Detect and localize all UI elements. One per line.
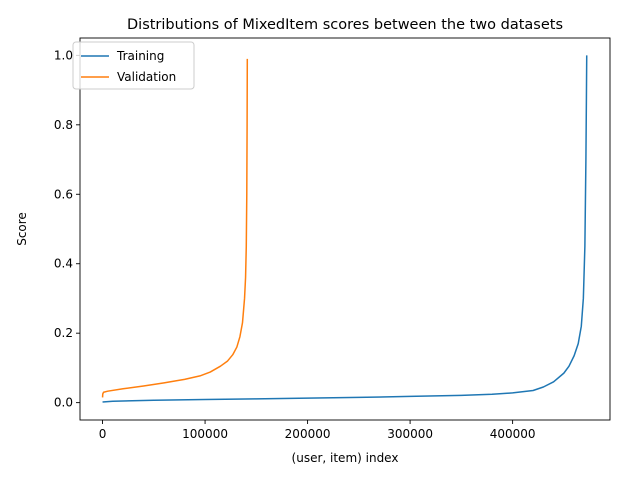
x-axis: 0 100000 200000 300000 400000 xyxy=(99,420,536,441)
legend: Training Validation xyxy=(72,41,195,90)
chart-title: Distributions of MixedItem scores betwee… xyxy=(127,17,563,33)
legend-label-training: Training xyxy=(116,49,164,63)
series-layer xyxy=(101,55,588,403)
y-tick-label: 0.8 xyxy=(54,118,73,132)
y-axis-title: Score xyxy=(15,212,29,246)
x-tick-label: 400000 xyxy=(490,427,536,441)
x-tick-label: 100000 xyxy=(182,427,228,441)
series-line-training xyxy=(102,55,588,403)
x-tick-label: 0 xyxy=(99,427,107,441)
y-tick-label: 0.6 xyxy=(54,187,73,201)
series-line-validation xyxy=(101,58,249,398)
legend-label-validation: Validation xyxy=(117,70,176,84)
y-tick-label: 0.2 xyxy=(54,326,73,340)
y-axis: 0.0 0.2 0.4 0.6 0.8 1.0 xyxy=(54,48,80,410)
x-tick-label: 300000 xyxy=(387,427,433,441)
y-tick-label: 0.4 xyxy=(54,257,73,271)
y-tick-label: 0.0 xyxy=(54,396,73,410)
y-tick-label: 1.0 xyxy=(54,48,73,62)
plot-border xyxy=(79,37,611,421)
x-axis-title: (user, item) index xyxy=(292,451,399,465)
x-tick-label: 200000 xyxy=(285,427,331,441)
plot-frame xyxy=(80,38,610,420)
plot-area xyxy=(80,38,610,420)
